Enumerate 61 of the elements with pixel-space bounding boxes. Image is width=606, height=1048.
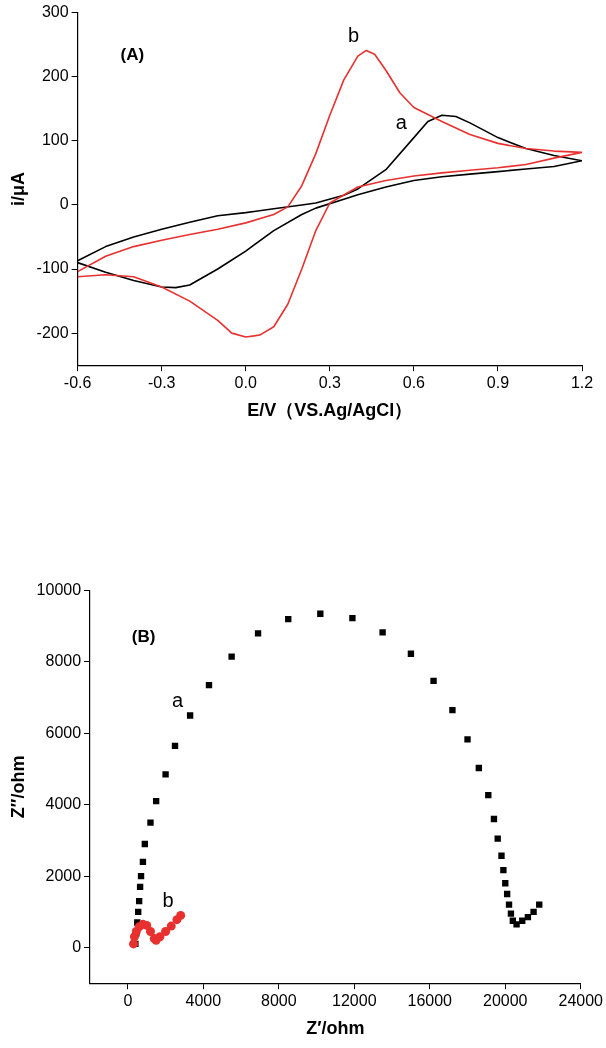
x-tick-label: 0.6 — [402, 374, 426, 392]
point — [536, 901, 543, 908]
point — [145, 926, 155, 936]
x-tick-label: 16000 — [407, 992, 453, 1010]
annotation: (A) — [120, 44, 145, 64]
y-tick-label: -100 — [36, 259, 69, 277]
point — [176, 910, 186, 920]
y-axis-title: i/μA — [7, 171, 28, 206]
y-tick-label: 2000 — [45, 866, 82, 884]
point — [430, 677, 437, 685]
point — [162, 771, 169, 778]
x-tick-label: 8000 — [261, 992, 297, 1010]
point — [161, 926, 171, 936]
y-tick-label: 300 — [41, 3, 69, 21]
x-axis-title: Z′/ohm — [306, 1018, 365, 1039]
point — [166, 921, 176, 931]
x-tick-label: -0.3 — [147, 374, 176, 392]
x-tick-label: 12000 — [332, 992, 377, 1010]
point — [379, 629, 386, 636]
x-tick-label: 24000 — [558, 992, 604, 1010]
point — [494, 835, 501, 842]
x-tick-label: 4000 — [185, 992, 222, 1010]
x-tick-label: 20000 — [483, 992, 528, 1010]
y-tick-label: 10000 — [36, 581, 82, 599]
y-tick-label: 4000 — [45, 795, 82, 813]
y-tick-label: -200 — [36, 323, 69, 341]
annotation: b — [348, 23, 360, 46]
point — [155, 932, 165, 942]
point — [147, 819, 154, 826]
point — [349, 614, 356, 622]
point — [254, 630, 262, 637]
point — [530, 908, 537, 915]
x-tick-label: 0 — [123, 992, 133, 1010]
x-tick-label: 0.3 — [318, 374, 342, 392]
point — [507, 910, 515, 917]
annotation: (B) — [131, 627, 156, 647]
point — [502, 880, 509, 887]
y-tick-label: 200 — [41, 67, 69, 85]
point — [464, 736, 471, 743]
point — [317, 610, 324, 617]
y-axis-title: Z″/ohm — [7, 755, 28, 819]
annotation: a — [395, 111, 408, 134]
x-tick-label: 1.2 — [570, 374, 594, 392]
point — [449, 706, 456, 714]
x-tick-label: 0.0 — [234, 374, 257, 392]
point — [505, 901, 513, 908]
point — [498, 852, 505, 859]
point — [228, 653, 235, 660]
y-tick-label: 0 — [59, 195, 69, 213]
annotation: a — [171, 689, 184, 712]
point — [500, 866, 507, 874]
point — [513, 921, 520, 928]
x-tick-label: -0.6 — [63, 374, 92, 392]
y-tick-label: 6000 — [45, 723, 82, 741]
y-tick-label: 8000 — [45, 652, 82, 670]
x-tick-label: 0.9 — [486, 374, 510, 392]
y-tick-label: 100 — [41, 131, 69, 149]
annotation: b — [162, 888, 174, 911]
point — [186, 712, 194, 719]
y-tick-label: 0 — [72, 937, 82, 955]
x-axis-title: E/V（VS.Ag/AgCl） — [247, 400, 413, 421]
